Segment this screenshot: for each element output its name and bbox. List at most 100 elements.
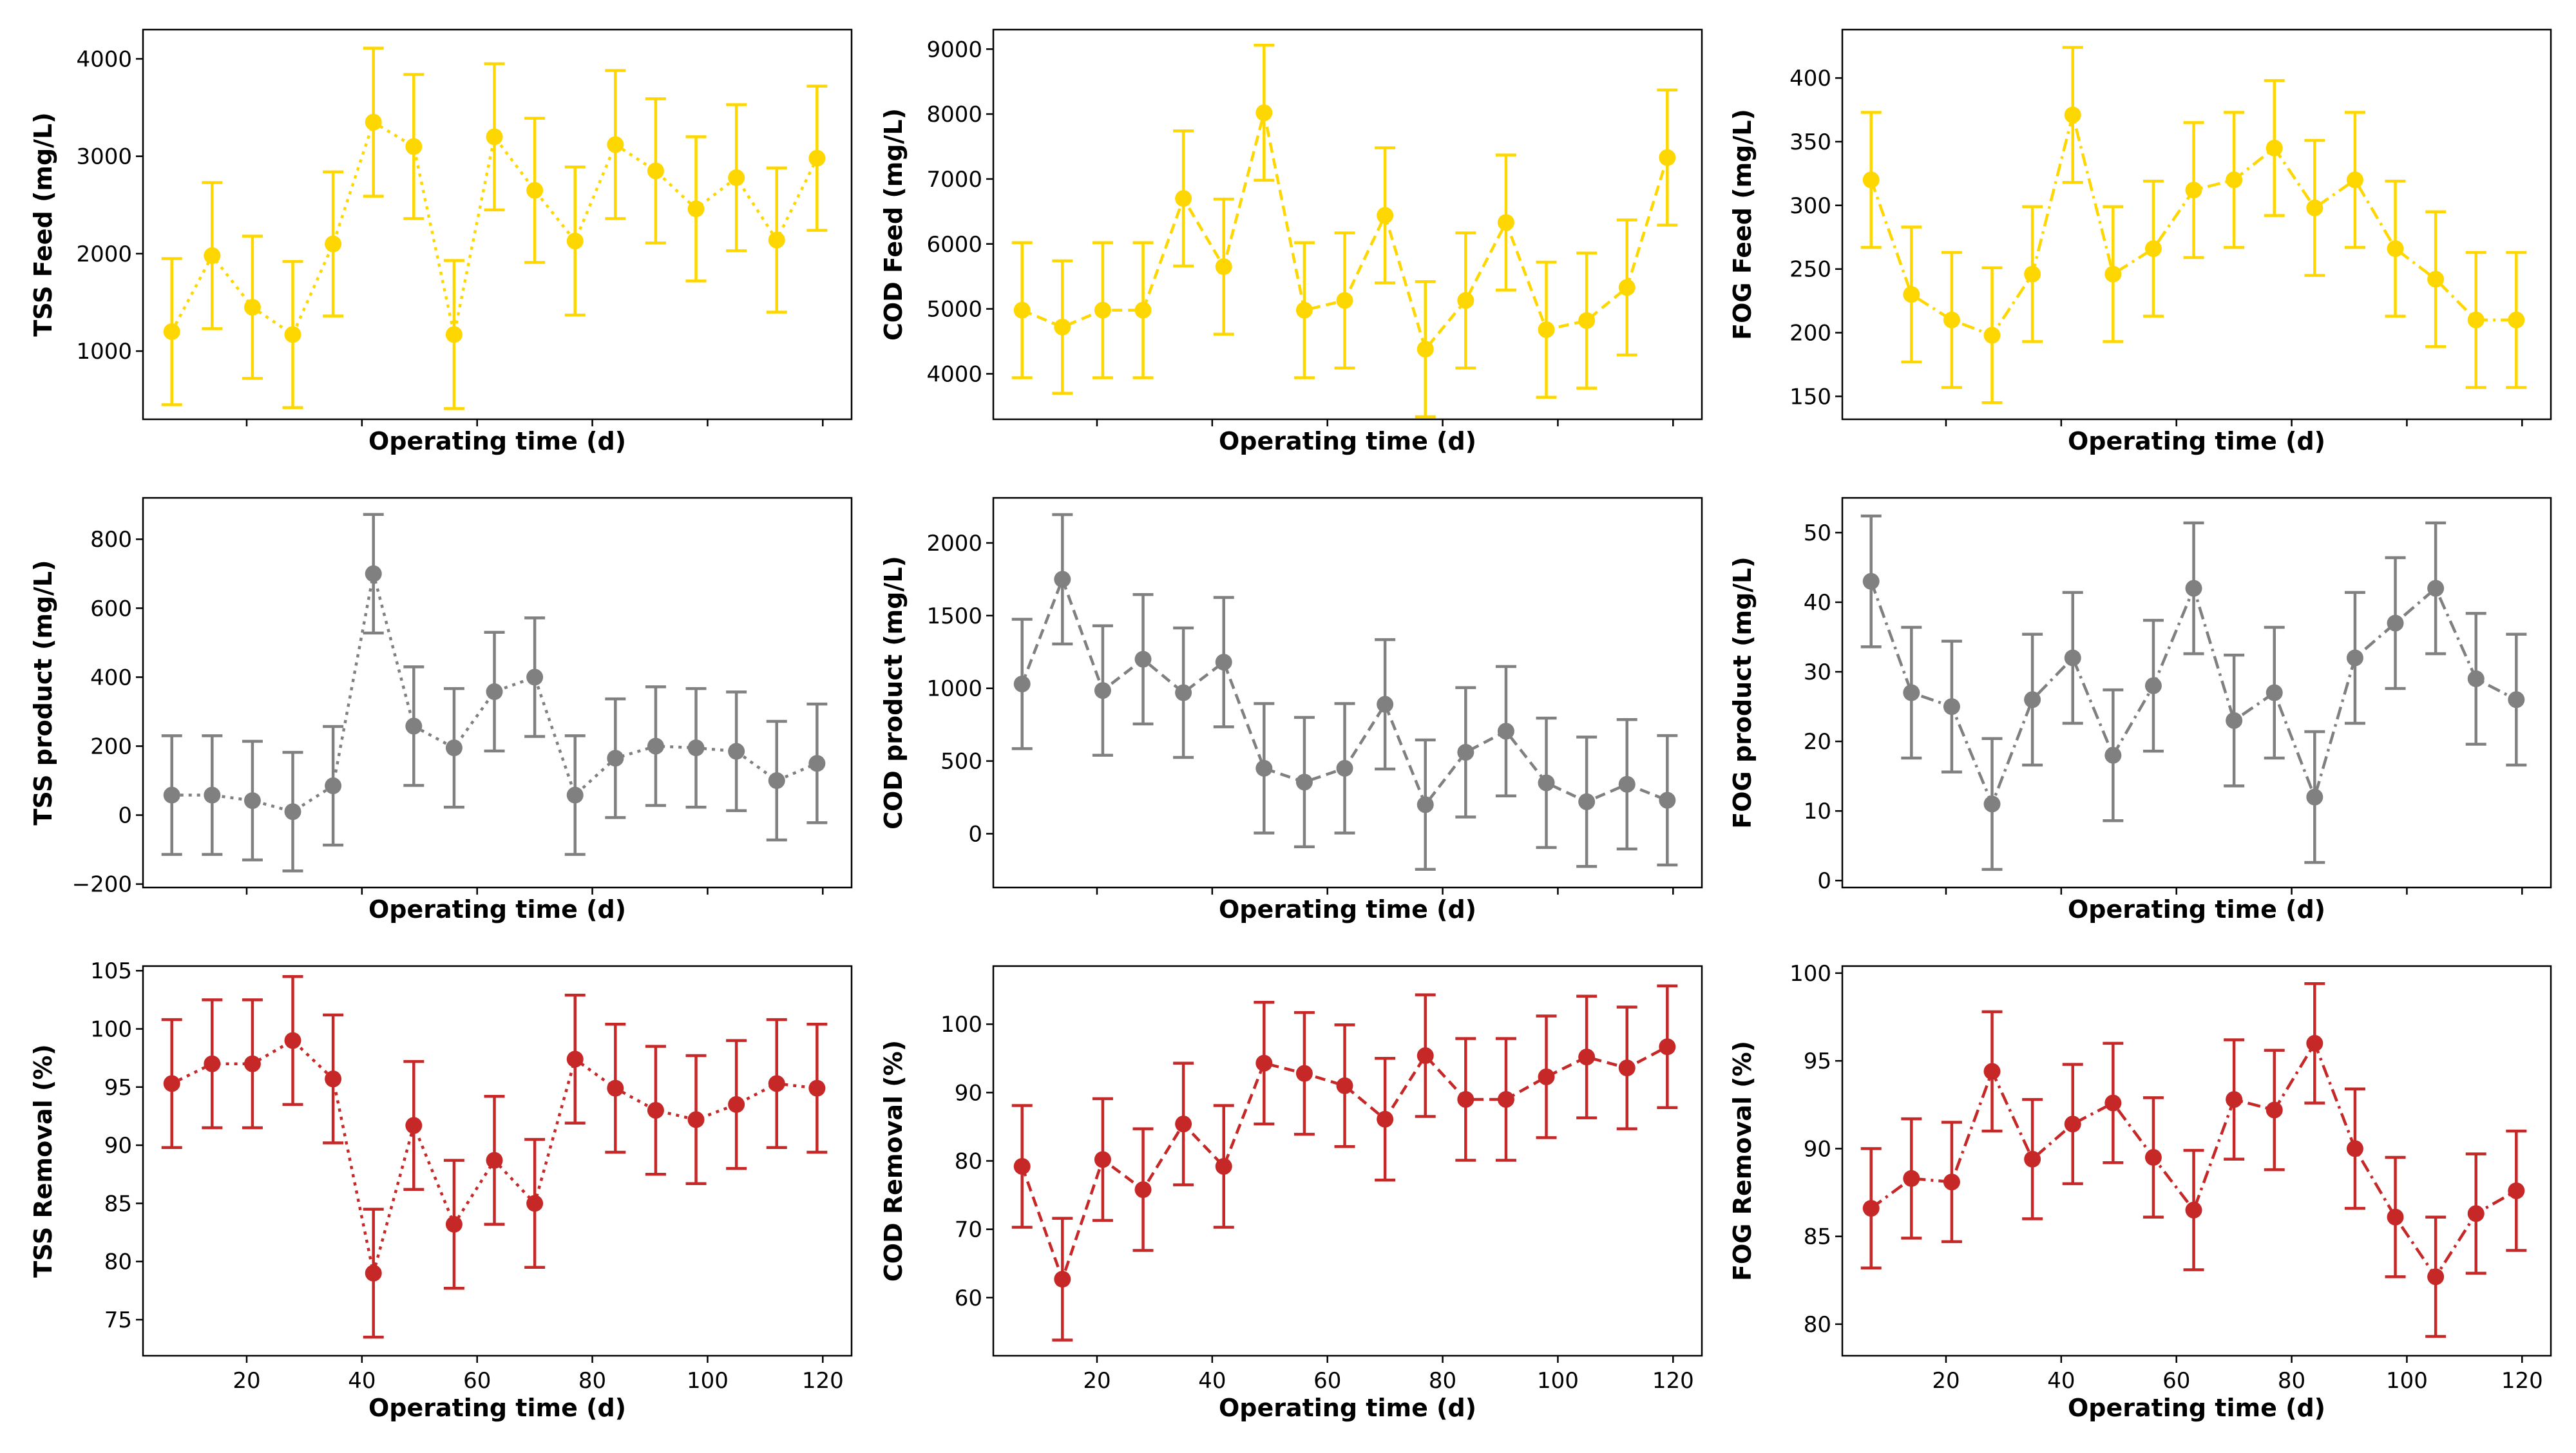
data-point — [2226, 712, 2243, 729]
y-tick-label: 100 — [1789, 961, 1831, 987]
x-tick-label: 100 — [2386, 1368, 2428, 1394]
y-tick-label: 85 — [104, 1191, 132, 1217]
data-point — [2508, 1182, 2525, 1199]
chart-panel-3: 150 200 250 300 350 400 Operating time (d) FOG … — [1728, 28, 2552, 455]
data-point — [1862, 573, 1880, 590]
data-point — [243, 1055, 261, 1072]
data-point — [2427, 1268, 2445, 1286]
y-tick-label: 60 — [955, 1286, 982, 1311]
data-point — [808, 149, 826, 167]
data-point — [566, 1050, 584, 1068]
data-point — [687, 200, 705, 218]
data-point — [1497, 1090, 1514, 1108]
data-point — [2104, 265, 2122, 283]
data-point — [1215, 1157, 1232, 1175]
data-point — [808, 1079, 826, 1097]
data-point — [325, 235, 342, 252]
data-point — [2387, 240, 2404, 258]
plot-frame — [142, 497, 853, 889]
y-tick-label: 80 — [955, 1149, 982, 1175]
y-tick-label: 90 — [104, 1133, 132, 1159]
data-point — [1578, 312, 1596, 329]
y-tick-label: 95 — [1804, 1049, 1831, 1074]
data-point — [1054, 571, 1071, 588]
y-tick-label: 400 — [1789, 66, 1831, 91]
data-point — [2144, 1149, 2162, 1166]
data-point — [1295, 301, 1313, 319]
data-point — [1659, 149, 1676, 166]
data-point — [2226, 1091, 2243, 1108]
data-point — [1417, 341, 1434, 358]
data-point — [1618, 279, 1636, 296]
y-axis-label: COD Removal (%) — [879, 1040, 908, 1282]
data-point — [2427, 271, 2445, 288]
x-tick-label: 120 — [2501, 1368, 2543, 1394]
data-point — [204, 786, 221, 804]
data-point — [1215, 258, 1232, 276]
data-point — [2306, 788, 2323, 806]
data-point — [728, 743, 745, 760]
chart-panel-1: 1000 2000 3000 4000 Operating time (d) TSS Fe… — [29, 28, 853, 455]
data-point — [1094, 1151, 1111, 1168]
data-point — [284, 326, 301, 343]
y-tick-label: 350 — [1789, 129, 1831, 155]
chart-panel-7: 75 80 85 90 95 100 105 20 40 60 80 100 120 Operating … — [29, 958, 853, 1422]
y-axis-label: COD product (mg/L) — [879, 556, 908, 830]
y-tick-label: 0 — [118, 803, 132, 829]
data-point — [2508, 691, 2525, 708]
x-tick-label: 120 — [802, 1368, 844, 1394]
data-point — [405, 138, 423, 155]
chart-panel-5: 0 500 1000 1500 2000 Operating time (d) COD pr… — [879, 497, 1703, 924]
chart-panel-8: 60 70 80 90 100 20 40 60 80 100 120 Operating time … — [879, 965, 1703, 1422]
series-line — [1020, 1045, 1668, 1284]
data-point — [1336, 1077, 1353, 1094]
x-tick-label: 80 — [2278, 1368, 2305, 1394]
x-tick-label: 60 — [2162, 1368, 2190, 1394]
x-tick-label: 40 — [2047, 1368, 2075, 1394]
y-tick-label: 5000 — [926, 297, 982, 323]
y-tick-label: 2000 — [76, 242, 132, 267]
data-point — [2306, 199, 2323, 216]
data-point — [2387, 614, 2404, 632]
x-axis-label: Operating time (d) — [2068, 1394, 2325, 1422]
data-point — [1094, 682, 1111, 699]
data-point — [607, 136, 624, 153]
x-axis-label: Operating time (d) — [368, 427, 626, 455]
x-tick-label: 80 — [578, 1368, 606, 1394]
data-point — [1618, 775, 1636, 793]
data-point — [1134, 651, 1152, 668]
data-point — [566, 233, 584, 250]
y-tick-label: 50 — [1804, 520, 1831, 546]
y-tick-label: 70 — [955, 1217, 982, 1243]
y-tick-label: 9000 — [926, 37, 982, 62]
y-tick-label: 20 — [1804, 729, 1831, 755]
plot-frame — [1841, 497, 2552, 889]
data-point — [204, 1055, 221, 1072]
data-point — [1013, 1157, 1031, 1175]
data-point — [607, 750, 624, 767]
y-tick-label: 85 — [1804, 1224, 1831, 1250]
data-point — [486, 683, 503, 700]
x-axis-label: Operating time (d) — [368, 895, 626, 924]
data-point — [2185, 1201, 2202, 1219]
data-point — [1295, 1065, 1313, 1082]
data-point — [1175, 190, 1192, 207]
data-point — [163, 1075, 180, 1092]
y-axis-label: TSS Feed (mg/L) — [29, 112, 57, 336]
plot-frame — [1841, 28, 2552, 421]
data-point — [325, 777, 342, 795]
x-axis-label: Operating time (d) — [1219, 427, 1476, 455]
x-tick-label: 80 — [1429, 1368, 1456, 1394]
y-tick-label: 95 — [104, 1075, 132, 1101]
data-point — [647, 162, 664, 180]
y-tick-label: 4000 — [926, 361, 982, 387]
x-tick-label: 60 — [1313, 1368, 1341, 1394]
data-point — [1903, 684, 1920, 701]
y-tick-label: 30 — [1804, 660, 1831, 685]
chart-panel-4: −200 0 200 400 600 800 Operating time (d) TSS p… — [29, 497, 853, 924]
series-line — [1870, 1040, 2517, 1280]
data-point — [1336, 292, 1353, 309]
data-point — [325, 1070, 342, 1088]
data-point — [365, 565, 382, 582]
y-tick-label: 200 — [1789, 321, 1831, 347]
